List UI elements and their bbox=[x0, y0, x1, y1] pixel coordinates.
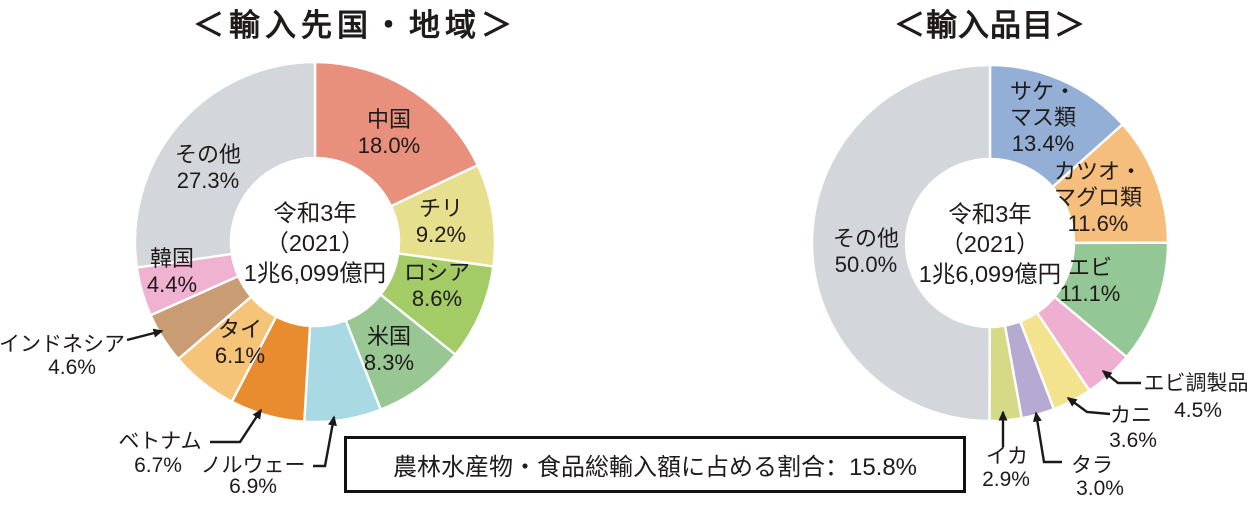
callout-arrow bbox=[1066, 397, 1111, 416]
right-chart-title: ＜輸入品目＞ bbox=[894, 8, 1086, 43]
segment-label: カツオ・ マグロ類 11.6% bbox=[1053, 159, 1143, 236]
segment-label: ロシア 8.6% bbox=[403, 260, 471, 311]
segment-callout-label: インドネシア bbox=[0, 333, 125, 356]
segment-label: 米国 8.3% bbox=[363, 324, 415, 375]
callout-arrow bbox=[313, 415, 337, 468]
segment-callout-label: 3.0% bbox=[1076, 477, 1124, 500]
segment-label: サケ・ マス類 13.4% bbox=[1009, 79, 1077, 156]
segment-label: その他 27.3% bbox=[174, 142, 242, 193]
segment-callout-label: 4.6% bbox=[48, 356, 96, 379]
pie-segment-その他 bbox=[133, 60, 317, 269]
pie-segment-中国 bbox=[313, 60, 479, 208]
segment-callout-label: カニ bbox=[1110, 404, 1152, 427]
callout-arrow bbox=[126, 328, 164, 342]
callout-arrow bbox=[1101, 370, 1141, 385]
segment-callout-label: 3.6% bbox=[1109, 429, 1157, 452]
segment-callout-label: 6.7% bbox=[134, 454, 182, 477]
segment-label: 韓国 4.4% bbox=[146, 246, 198, 297]
total-share-note-text: 農林水産物・食品総輸入額に占める割合：15.8% bbox=[392, 454, 918, 481]
segment-label: タイ 6.1% bbox=[214, 317, 266, 368]
donut-center-label: 令和3年 （2021） 1兆6,099億円 bbox=[918, 201, 1062, 287]
callout-arrow bbox=[210, 408, 263, 444]
segment-callout-label: ノルウェー bbox=[200, 454, 306, 477]
segment-callout-label: ベトナム bbox=[118, 430, 202, 453]
callout-arrow bbox=[1032, 411, 1062, 464]
segment-label: その他 50.0% bbox=[832, 226, 900, 277]
total-share-note-box: 農林水産物・食品総輸入額に占める割合：15.8% bbox=[344, 436, 966, 493]
segment-callout-label: 6.9% bbox=[229, 475, 277, 498]
pie-segment-その他 bbox=[810, 63, 992, 423]
segment-callout-label: 2.9% bbox=[982, 468, 1030, 491]
donut-center-label: 令和3年 （2021） 1兆6,099億円 bbox=[243, 200, 387, 286]
segment-label: チリ 9.2% bbox=[415, 196, 467, 247]
segment-callout-label: 4.5% bbox=[1174, 399, 1222, 422]
left-chart-title: ＜輸入先国・地域＞ bbox=[193, 8, 517, 43]
segment-callout-label: イカ bbox=[986, 445, 1028, 468]
segment-label: 中国 18.0% bbox=[357, 107, 421, 158]
segment-label: エビ 11.1% bbox=[1059, 255, 1121, 306]
segment-callout-label: タラ bbox=[1071, 454, 1113, 477]
segment-callout-label: エビ調製品 bbox=[1143, 372, 1249, 395]
